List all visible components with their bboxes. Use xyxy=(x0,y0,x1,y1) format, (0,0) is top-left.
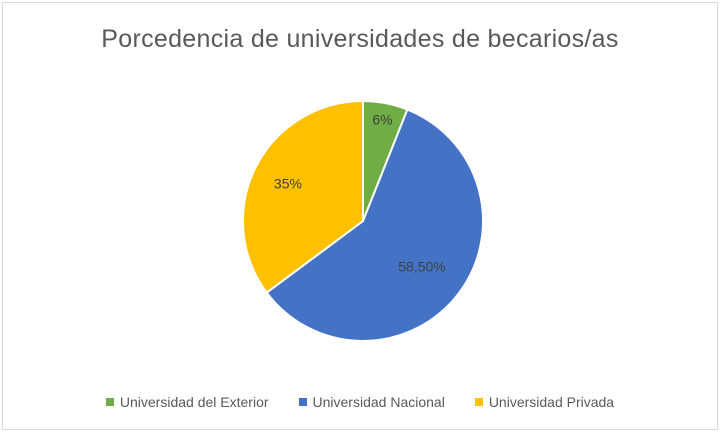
pie-chart: 6% 58,50% 35% xyxy=(242,99,484,342)
legend-item-exterior: Universidad del Exterior xyxy=(105,394,269,410)
chart-area: Porcedencia de universidades de becarios… xyxy=(2,2,718,430)
legend: Universidad del Exterior Universidad Nac… xyxy=(3,394,717,410)
data-label-nacional: 58,50% xyxy=(398,258,445,274)
data-label-exterior: 6% xyxy=(372,112,392,128)
data-label-privada: 35% xyxy=(274,175,302,191)
legend-swatch-privada xyxy=(474,398,483,406)
legend-item-privada: Universidad Privada xyxy=(474,394,615,410)
legend-label-nacional: Universidad Nacional xyxy=(312,394,445,410)
legend-item-nacional: Universidad Nacional xyxy=(298,394,445,410)
legend-swatch-nacional xyxy=(298,398,307,406)
legend-swatch-exterior xyxy=(105,398,114,406)
chart-title: Porcedencia de universidades de becarios… xyxy=(101,25,619,53)
pie-slice-nacional xyxy=(265,108,484,342)
legend-label-privada: Universidad Privada xyxy=(488,394,615,410)
pie-slice-privada xyxy=(242,99,364,295)
legend-label-exterior: Universidad del Exterior xyxy=(119,394,269,410)
